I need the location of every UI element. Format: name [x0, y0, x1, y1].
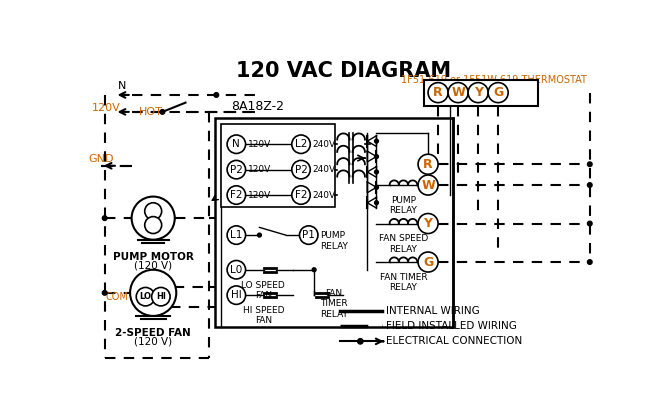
- Text: 240V: 240V: [313, 140, 336, 149]
- Circle shape: [375, 186, 379, 189]
- Text: L2: L2: [295, 139, 308, 149]
- Text: P2: P2: [295, 165, 308, 175]
- Circle shape: [418, 252, 438, 272]
- Circle shape: [227, 186, 246, 204]
- Circle shape: [214, 93, 218, 97]
- Circle shape: [103, 216, 107, 220]
- Circle shape: [130, 270, 176, 316]
- Circle shape: [160, 110, 165, 114]
- Text: 2-SPEED FAN: 2-SPEED FAN: [115, 328, 191, 338]
- Text: LO SPEED
FAN: LO SPEED FAN: [241, 280, 285, 300]
- Text: PUMP MOTOR: PUMP MOTOR: [113, 252, 194, 262]
- Circle shape: [418, 175, 438, 195]
- Text: (120 V): (120 V): [134, 337, 172, 347]
- Text: P2: P2: [230, 165, 243, 175]
- Circle shape: [312, 268, 316, 272]
- Circle shape: [588, 162, 592, 166]
- Text: 120V: 120V: [248, 140, 271, 149]
- Text: LO: LO: [139, 292, 151, 301]
- Text: R: R: [423, 158, 433, 171]
- Circle shape: [291, 135, 310, 153]
- Text: W: W: [421, 178, 435, 191]
- Text: F2: F2: [230, 190, 243, 200]
- Circle shape: [227, 135, 246, 153]
- Text: PUMP
RELAY: PUMP RELAY: [389, 196, 417, 215]
- Text: R: R: [433, 86, 443, 99]
- Text: PUMP
RELAY: PUMP RELAY: [320, 231, 348, 251]
- Circle shape: [448, 83, 468, 103]
- Text: HI: HI: [231, 290, 242, 300]
- Circle shape: [299, 226, 318, 244]
- Circle shape: [103, 290, 107, 295]
- Circle shape: [418, 154, 438, 174]
- Circle shape: [358, 339, 363, 344]
- Text: N: N: [118, 81, 126, 91]
- Circle shape: [227, 261, 246, 279]
- Circle shape: [488, 83, 508, 103]
- Bar: [424, 80, 538, 106]
- Circle shape: [588, 221, 592, 226]
- Text: HOT: HOT: [139, 106, 163, 116]
- Circle shape: [291, 160, 310, 179]
- Circle shape: [131, 197, 175, 240]
- Text: N: N: [232, 139, 241, 149]
- Circle shape: [257, 233, 261, 237]
- Text: FIELD INSTALLED WIRING: FIELD INSTALLED WIRING: [386, 321, 517, 331]
- Text: ELECTRICAL CONNECTION: ELECTRICAL CONNECTION: [386, 336, 522, 347]
- Text: Y: Y: [474, 86, 482, 99]
- Circle shape: [418, 214, 438, 233]
- Text: 120 VAC DIAGRAM: 120 VAC DIAGRAM: [236, 61, 451, 81]
- Text: FAN SPEED
RELAY: FAN SPEED RELAY: [379, 234, 428, 254]
- Circle shape: [588, 183, 592, 187]
- Text: 120V: 120V: [248, 165, 271, 174]
- Text: 120V: 120V: [248, 191, 271, 199]
- Text: L0: L0: [230, 265, 243, 275]
- Circle shape: [588, 260, 592, 264]
- Circle shape: [136, 287, 155, 306]
- Text: L1: L1: [230, 230, 243, 240]
- Circle shape: [145, 217, 161, 233]
- Circle shape: [375, 139, 379, 143]
- Text: F2: F2: [295, 190, 308, 200]
- Circle shape: [227, 160, 246, 179]
- Circle shape: [428, 83, 448, 103]
- Circle shape: [227, 286, 246, 304]
- Bar: [215, 118, 454, 328]
- Text: FAN TIMER
RELAY: FAN TIMER RELAY: [380, 273, 427, 292]
- Text: 1F51-619 or 1F51W-619 THERMOSTAT: 1F51-619 or 1F51W-619 THERMOSTAT: [401, 75, 587, 85]
- Circle shape: [151, 287, 170, 306]
- Text: INTERNAL WIRING: INTERNAL WIRING: [386, 305, 480, 316]
- Text: COM: COM: [106, 292, 129, 302]
- Circle shape: [468, 83, 488, 103]
- Circle shape: [291, 186, 310, 204]
- Text: 120V: 120V: [92, 103, 121, 113]
- Bar: [221, 124, 335, 207]
- Text: (120 V): (120 V): [134, 261, 172, 271]
- Circle shape: [227, 226, 246, 244]
- Circle shape: [145, 203, 161, 220]
- Text: HI SPEED
FAN: HI SPEED FAN: [243, 306, 284, 325]
- Text: 240V: 240V: [313, 165, 336, 174]
- Text: G: G: [423, 256, 433, 269]
- Text: 240V: 240V: [313, 191, 336, 199]
- Circle shape: [375, 170, 379, 174]
- Circle shape: [375, 201, 379, 204]
- Text: G: G: [493, 86, 503, 99]
- Text: Y: Y: [423, 217, 433, 230]
- Circle shape: [375, 155, 379, 158]
- Text: P1: P1: [302, 230, 315, 240]
- Text: 8A18Z-2: 8A18Z-2: [230, 101, 283, 114]
- Text: GND: GND: [88, 154, 114, 164]
- Text: HI: HI: [156, 292, 165, 301]
- Text: W: W: [451, 86, 465, 99]
- Text: FAN
TIMER
RELAY: FAN TIMER RELAY: [320, 289, 348, 319]
